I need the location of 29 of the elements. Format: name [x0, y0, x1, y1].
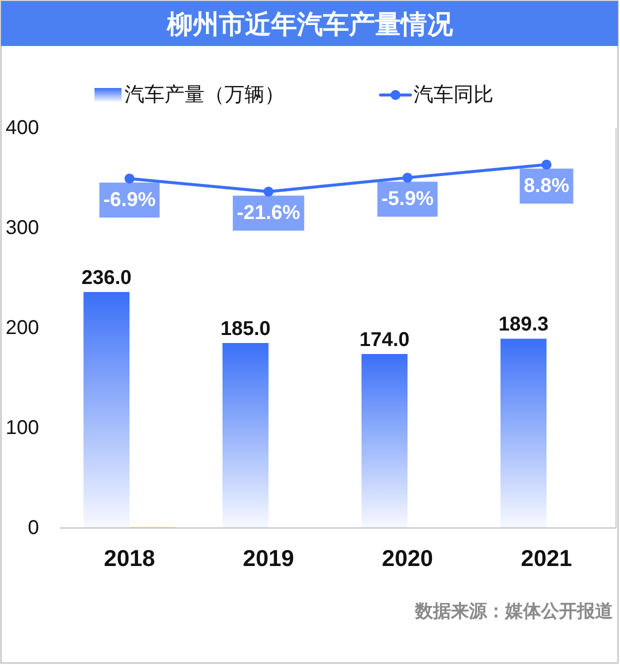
point: [542, 160, 552, 170]
source-note: 数据来源：媒体公开报道: [414, 601, 613, 621]
x-tick-label: 2019: [242, 545, 294, 571]
chart-title: 柳州市近年汽车产量情况: [166, 9, 454, 39]
point: [124, 174, 134, 184]
data-label: -21.6%: [236, 202, 300, 224]
y-tick-label: 0: [28, 517, 39, 539]
bar: [222, 343, 268, 528]
bar: [500, 338, 546, 528]
data-label: 189.3: [498, 314, 549, 336]
y-tick-label: 400: [6, 117, 39, 139]
data-label: 185.0: [220, 318, 271, 340]
data-label: 236.0: [81, 267, 132, 289]
y-tick-label: 100: [6, 417, 39, 439]
y-tick-label: 200: [6, 317, 39, 339]
data-label: 8.8%: [524, 175, 570, 198]
point: [402, 172, 412, 183]
x-tick-label: 2021: [520, 545, 572, 571]
point: [264, 186, 274, 197]
data-label: -6.9%: [103, 189, 156, 212]
data-label: -5.9%: [381, 188, 434, 210]
bar: [362, 354, 408, 528]
legend-label: 汽车产量（万辆）: [124, 84, 284, 106]
x-tick-label: 2020: [382, 545, 434, 571]
data-label: 174.0: [359, 329, 410, 351]
y-tick-label: 300: [6, 217, 39, 239]
x-tick-label: 2018: [104, 545, 156, 571]
bar: [84, 292, 130, 528]
legend-label: 汽车同比: [414, 84, 494, 106]
